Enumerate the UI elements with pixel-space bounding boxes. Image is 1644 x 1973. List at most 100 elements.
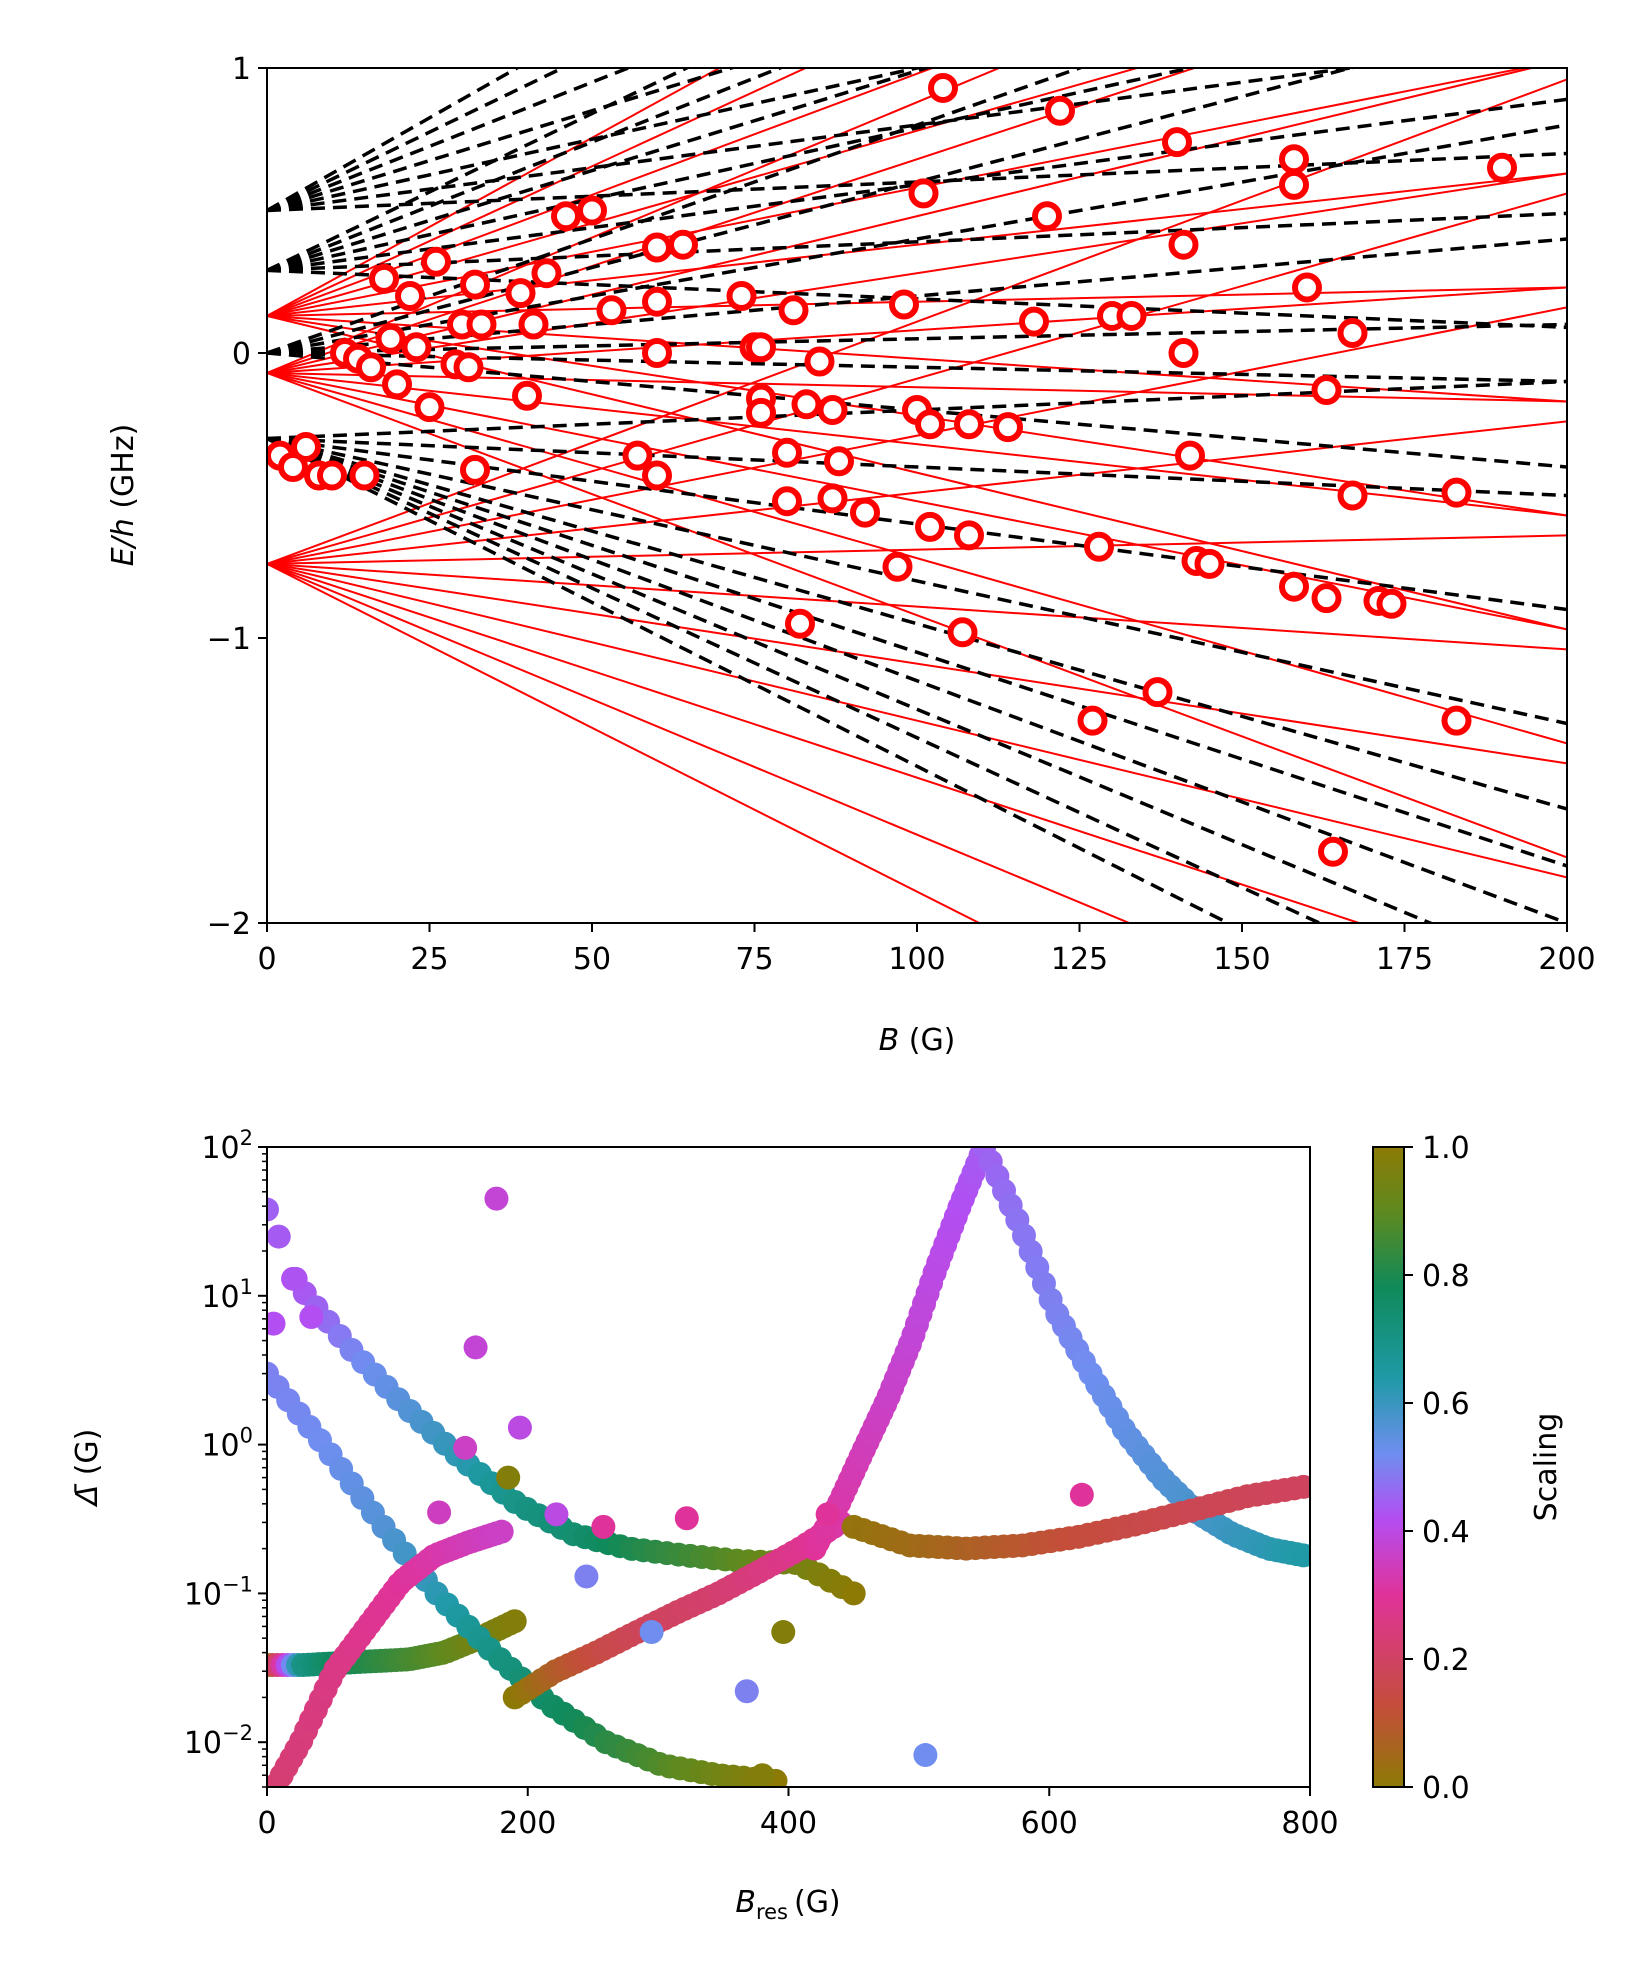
resonance-marker	[395, 281, 425, 311]
black-dashed-level-line	[267, 436, 1435, 923]
resonance-marker	[1337, 480, 1368, 511]
data-point	[544, 1502, 569, 1527]
red-level-line	[267, 306, 1567, 565]
resonance-marker	[1279, 169, 1309, 200]
x-tick-label: 175	[1376, 942, 1433, 977]
resonance-marker	[908, 178, 939, 209]
red-level-line	[267, 372, 1567, 859]
red-level-line	[267, 562, 1567, 765]
resonance-marker	[772, 486, 802, 517]
resonance-marker	[642, 232, 672, 263]
resonance-marker	[1279, 144, 1309, 175]
data-point	[489, 1519, 514, 1544]
resonance-marker	[915, 409, 945, 440]
black-dashed-level-line	[267, 436, 1567, 923]
black-dashed-level-line	[267, 68, 567, 213]
resonance-marker	[460, 454, 490, 485]
resonance-marker	[928, 72, 958, 103]
red-level-line	[267, 562, 1567, 651]
x-tick-label: 50	[573, 942, 611, 977]
data-point	[267, 1224, 291, 1249]
black-dashed-level-line	[267, 436, 1567, 811]
colorbar: 1.0 0.8 0.6 0.4 0.2 0.0 Scaling	[1372, 1131, 1564, 1806]
resonance-marker	[954, 409, 984, 440]
x-tick-label: 150	[1213, 942, 1270, 977]
resonance-marker	[421, 246, 451, 277]
resonance-marker	[278, 452, 308, 482]
resonance-marker	[1032, 201, 1062, 232]
resonance-marker	[746, 397, 776, 428]
x-tick-label: 200	[499, 1806, 556, 1841]
top-y-ticks: 1 0 −1 −2	[207, 52, 267, 942]
red-level-line	[267, 286, 1567, 374]
data-point	[815, 1502, 840, 1527]
black-dashed-level-line	[267, 436, 1324, 923]
resonance-marker	[824, 446, 854, 477]
y-tick-label: −2	[207, 907, 251, 942]
resonance-marker	[1084, 531, 1114, 562]
x-tick-label: 75	[735, 942, 773, 977]
red-level-line	[267, 562, 1567, 879]
resonance-marker	[382, 369, 412, 400]
resonance-marker	[291, 432, 321, 463]
data-point	[267, 1311, 286, 1336]
y-tick-label: 1	[232, 52, 251, 87]
red-level-line	[267, 68, 1141, 317]
resonance-marker	[1077, 705, 1108, 736]
data-point	[453, 1435, 478, 1460]
black-dashed-level-line	[267, 68, 933, 273]
resonance-marker	[505, 278, 536, 309]
colorbar-tick-label: 0.0	[1422, 1771, 1470, 1806]
resonance-marker	[466, 309, 497, 340]
y-tick-label: 10−2	[184, 1721, 253, 1761]
resonance-marker	[1045, 95, 1075, 126]
resonance-marker	[1019, 306, 1049, 337]
black-dashed-level-line	[267, 211, 1567, 273]
resonance-marker	[317, 460, 347, 491]
resonance-marker	[746, 332, 776, 363]
data-point	[734, 1679, 759, 1704]
data-point	[283, 1266, 308, 1291]
black-dashed-level-line	[267, 436, 1567, 868]
red-level-line	[267, 68, 722, 317]
resonance-marker	[1441, 477, 1472, 508]
red-level-line	[267, 172, 1567, 374]
resonance-marker	[1311, 375, 1342, 406]
data-point	[299, 1305, 324, 1330]
resonance-marker	[817, 483, 848, 514]
resonance-marker	[453, 352, 484, 383]
red-level-line	[267, 78, 1567, 565]
resonance-marker	[772, 437, 802, 468]
resonance-marker	[1487, 152, 1517, 183]
black-dashed-level-line	[267, 68, 785, 272]
red-level-line	[267, 192, 1567, 565]
top-x-axis-label: B (G)	[879, 1023, 956, 1058]
resonance-marker	[804, 346, 835, 377]
red-level-line	[267, 371, 1567, 403]
black-dashed-level-line	[267, 68, 738, 213]
colorbar-ticks: 1.0 0.8 0.6 0.4 0.2 0.0	[1404, 1131, 1470, 1806]
resonance-marker	[791, 389, 822, 420]
red-level-line	[267, 534, 1567, 565]
bottom-y-axis-label: Δ̄ (G)	[70, 1429, 105, 1508]
black-dashed-level-line	[267, 436, 1567, 726]
resonance-marker	[512, 380, 542, 411]
resonance-marker	[1162, 127, 1192, 158]
data-point	[1291, 1543, 1310, 1568]
red-level-line	[267, 68, 808, 317]
bottom-x-axis-label: Bres (G)	[735, 1885, 840, 1924]
resonance-marker	[1376, 588, 1407, 619]
resonance-marker	[1168, 229, 1199, 260]
resonance-marker	[1311, 583, 1342, 614]
data-point	[639, 1620, 664, 1645]
data-point	[484, 1186, 509, 1211]
resonance-marker	[577, 195, 607, 226]
resonance-marker	[551, 201, 581, 232]
data-point	[591, 1514, 616, 1539]
resonance-marker	[1318, 836, 1348, 867]
resonance-marker	[882, 551, 913, 582]
resonance-marker	[1194, 548, 1225, 579]
black-dashed-level-line	[267, 68, 926, 213]
data-point	[750, 1763, 775, 1787]
